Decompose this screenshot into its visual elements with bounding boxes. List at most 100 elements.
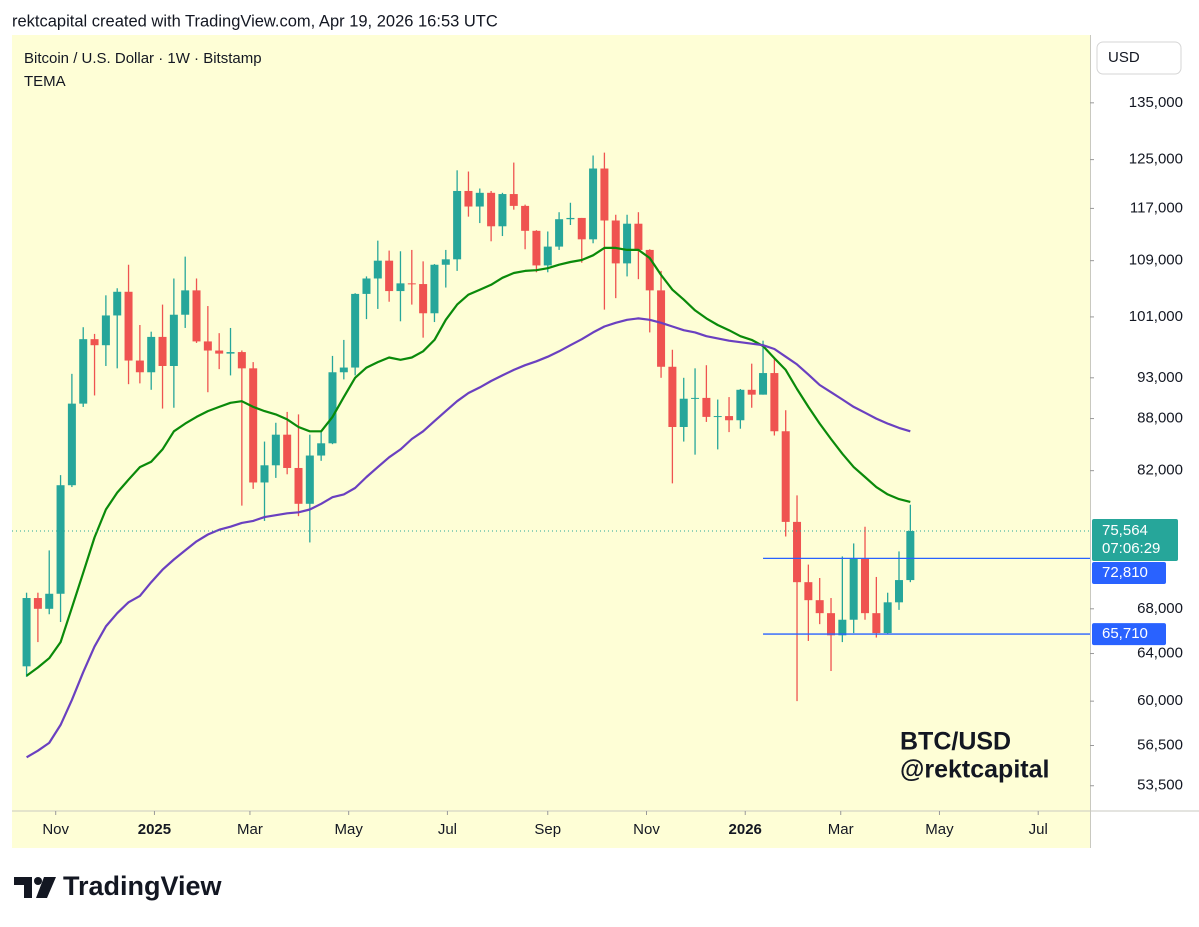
- candle-body: [317, 443, 326, 456]
- candle-body: [328, 372, 337, 444]
- candle-body: [260, 465, 269, 483]
- candle-body: [305, 455, 314, 504]
- candle-body: [793, 521, 802, 583]
- x-tick-label: 2025: [138, 821, 171, 838]
- x-tick-label: Mar: [828, 821, 854, 838]
- candle-body: [113, 291, 122, 316]
- candle-body: [237, 352, 246, 369]
- candle-body: [147, 336, 156, 373]
- logo-text: TradingView: [63, 871, 223, 901]
- candle-body: [203, 341, 212, 351]
- x-tick-label: Jul: [1029, 821, 1048, 838]
- y-tick-label: 101,000: [1129, 308, 1183, 325]
- candle-body: [532, 230, 541, 266]
- candle-body: [453, 190, 462, 260]
- annotation: @rektcapital: [900, 756, 1049, 784]
- level-label-box: [1092, 561, 1166, 584]
- candle-body: [849, 558, 858, 620]
- candle-body: [498, 194, 507, 227]
- candle-body: [883, 602, 892, 634]
- y-tick-label: 88,000: [1137, 410, 1183, 427]
- y-tick-label: 53,500: [1137, 777, 1183, 794]
- candle-body: [645, 249, 654, 291]
- candle-body: [487, 192, 496, 227]
- candle-body: [861, 558, 870, 614]
- x-tick-label: 2026: [729, 821, 762, 838]
- y-tick-label: 56,500: [1137, 736, 1183, 753]
- candle-body: [555, 219, 564, 247]
- candle-body: [226, 352, 235, 354]
- candle-body: [33, 598, 42, 609]
- candle-body: [736, 389, 745, 421]
- candle-body: [441, 259, 450, 265]
- candle-body: [407, 283, 416, 285]
- currency-button[interactable]: [1096, 41, 1182, 75]
- currency[interactable]: USD: [1108, 49, 1140, 66]
- header: rektcapital created with TradingView.com…: [12, 12, 498, 30]
- x-tick-label: Nov: [633, 821, 660, 838]
- candle-body: [589, 168, 598, 240]
- chart-title: Bitcoin / U.S. Dollar · 1W · Bitstamp: [24, 50, 262, 67]
- candle-body: [611, 220, 620, 264]
- logo-icon: [14, 877, 56, 898]
- candle-body: [79, 339, 88, 404]
- candle-body: [566, 217, 575, 220]
- y-tick-label: 64,000: [1137, 645, 1183, 662]
- candle-body: [895, 580, 904, 603]
- candle-body: [419, 284, 428, 314]
- candle-body: [725, 416, 734, 421]
- candle-body: [192, 290, 201, 342]
- countdown: 07:06:29: [1102, 540, 1160, 557]
- y-tick-label: 125,000: [1129, 151, 1183, 168]
- candle-body: [22, 598, 31, 667]
- candle-body: [521, 205, 530, 231]
- candle-body: [215, 350, 224, 354]
- candle-body: [804, 582, 813, 601]
- level-label: 72,810: [1102, 564, 1148, 581]
- candle-body: [158, 336, 167, 366]
- candle-body: [781, 431, 790, 522]
- x-tick-label: Nov: [42, 821, 69, 838]
- candle-body: [747, 389, 756, 395]
- y-tick-label: 60,000: [1137, 692, 1183, 709]
- candle-body: [464, 190, 473, 207]
- candle-body: [135, 360, 144, 373]
- candle-body: [906, 530, 915, 581]
- candle-body: [600, 168, 609, 221]
- candle-body: [396, 283, 405, 292]
- candle-body: [339, 367, 348, 373]
- candle-body: [385, 260, 394, 292]
- candle-body: [294, 467, 303, 504]
- candle-body: [759, 373, 768, 395]
- candle-body: [827, 613, 836, 636]
- candle-body: [713, 416, 722, 418]
- candle-body: [362, 278, 371, 294]
- candle-body: [169, 314, 178, 366]
- candle-body: [56, 485, 65, 594]
- y-tick-label: 109,000: [1129, 252, 1183, 269]
- plot: 53,500 56,500 60,000 64,000 68,000 82,000 88,0…: [12, 94, 1183, 838]
- candle-body: [45, 593, 54, 609]
- y-tick-label: 135,000: [1129, 94, 1183, 111]
- candle-body: [657, 290, 666, 367]
- annotation: BTC/USD: [900, 728, 1011, 756]
- candle-body: [181, 290, 190, 315]
- candle-body: [543, 246, 552, 266]
- indicator-line: [26, 317, 911, 759]
- x-tick-label: Jul: [438, 821, 457, 838]
- candle-body: [351, 293, 360, 368]
- candle-body: [838, 619, 847, 636]
- last-price-label: 75,564: [1102, 522, 1148, 539]
- y-tick-label: 117,000: [1130, 199, 1183, 216]
- candle-body: [90, 339, 99, 346]
- candle-body: [509, 194, 518, 206]
- x-tick-label: May: [925, 821, 954, 838]
- last-price-box: [1092, 518, 1178, 561]
- candle-body: [249, 368, 258, 483]
- candle-body: [373, 260, 382, 279]
- indicator-name: TEMA: [24, 73, 66, 90]
- candle-body: [691, 397, 700, 399]
- x-tick-label: Mar: [237, 821, 263, 838]
- candle-body: [770, 373, 779, 432]
